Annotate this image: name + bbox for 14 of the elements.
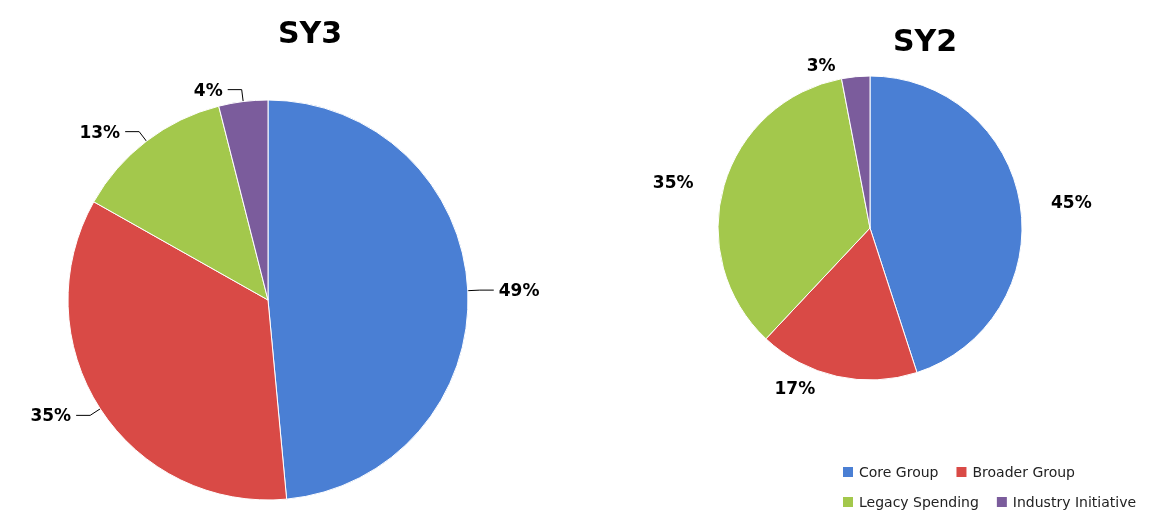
legend-label: Broader Group xyxy=(972,464,1076,480)
legend-label: Industry Initiative xyxy=(1012,494,1137,510)
data-label: 4% xyxy=(193,79,223,100)
data-label: 49% xyxy=(498,280,540,301)
data-label: 45% xyxy=(1050,192,1092,213)
data-label: 17% xyxy=(774,378,816,399)
legend-label: Legacy Spending xyxy=(859,494,979,510)
legend-label: Core Group xyxy=(859,464,939,480)
data-label: 35% xyxy=(652,172,694,193)
chart-title: SY2 xyxy=(892,22,958,58)
chart-title: SY3 xyxy=(277,14,343,50)
data-label: 35% xyxy=(30,405,72,426)
data-label: 13% xyxy=(79,121,121,142)
data-label: 3% xyxy=(806,54,836,75)
